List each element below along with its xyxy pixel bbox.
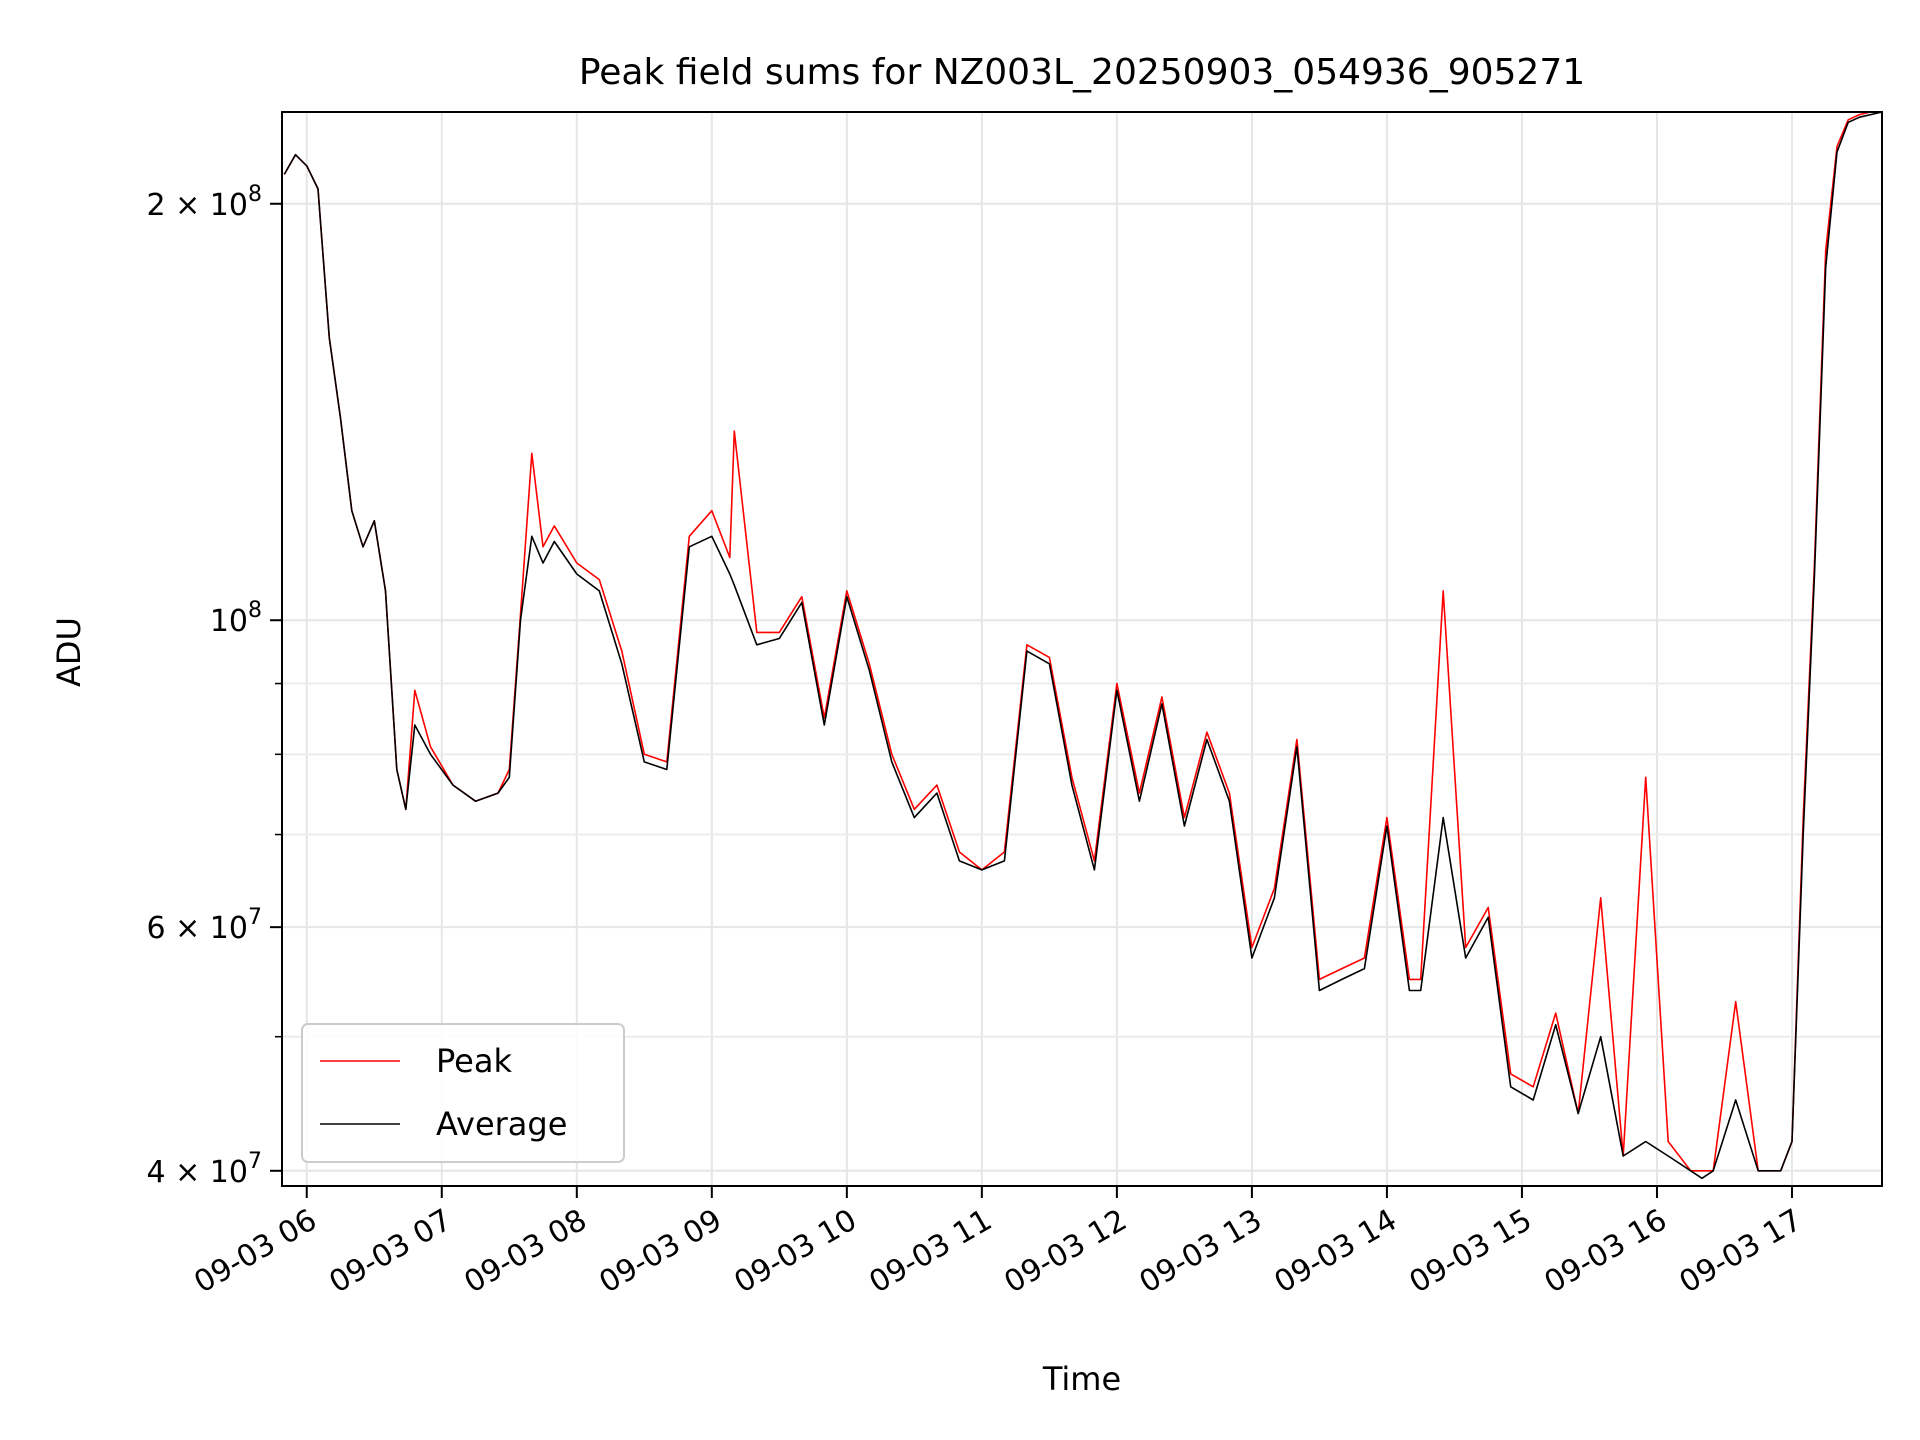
y-tick-label: 4 × 107 <box>147 1149 262 1190</box>
legend: Peak Average <box>301 1023 625 1163</box>
grid <box>282 112 1882 1186</box>
chart-title: Peak field sums for NZ003L_20250903_0549… <box>579 52 1585 93</box>
legend-label-average: Average <box>436 1105 567 1143</box>
series-line-average <box>283 111 1883 1180</box>
plot-frame <box>281 111 1883 1187</box>
y-axis-label: ADU <box>50 617 88 687</box>
legend-label-peak: Peak <box>436 1042 512 1080</box>
y-tick-label: 2 × 108 <box>147 182 262 223</box>
plot-series <box>283 111 1883 1180</box>
legend-box <box>301 1023 625 1163</box>
y-tick-label: 6 × 107 <box>147 905 262 946</box>
x-axis-label: Time <box>1042 1360 1121 1398</box>
